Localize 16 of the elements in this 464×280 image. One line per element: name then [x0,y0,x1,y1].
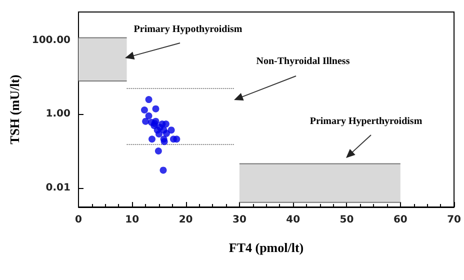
annotation: Non-Thyroidal Illness [256,56,350,67]
x-axis-title: FT4 (pmol/lt) [228,240,304,255]
y-axis-title: TSH (mU/lt) [7,74,22,144]
x-tick-label: 0 [75,214,82,226]
x-tick-label: 40 [286,214,300,226]
x-tick-label: 50 [340,214,354,226]
annotation: Primary Hypothyroidism [134,24,243,35]
x-tick-label: 20 [178,214,193,226]
x-tick-label: 10 [125,214,140,226]
x-tick-label: 70 [447,214,462,226]
x-tick-label: 60 [393,214,408,226]
y-tick-label: 0.01 [46,182,71,194]
annotation: Primary Hyperthyroidism [310,116,423,127]
x-tick-label: 30 [232,214,246,226]
y-tick-label: 1.00 [46,108,71,120]
y-tick-label: 100.00 [32,35,71,46]
